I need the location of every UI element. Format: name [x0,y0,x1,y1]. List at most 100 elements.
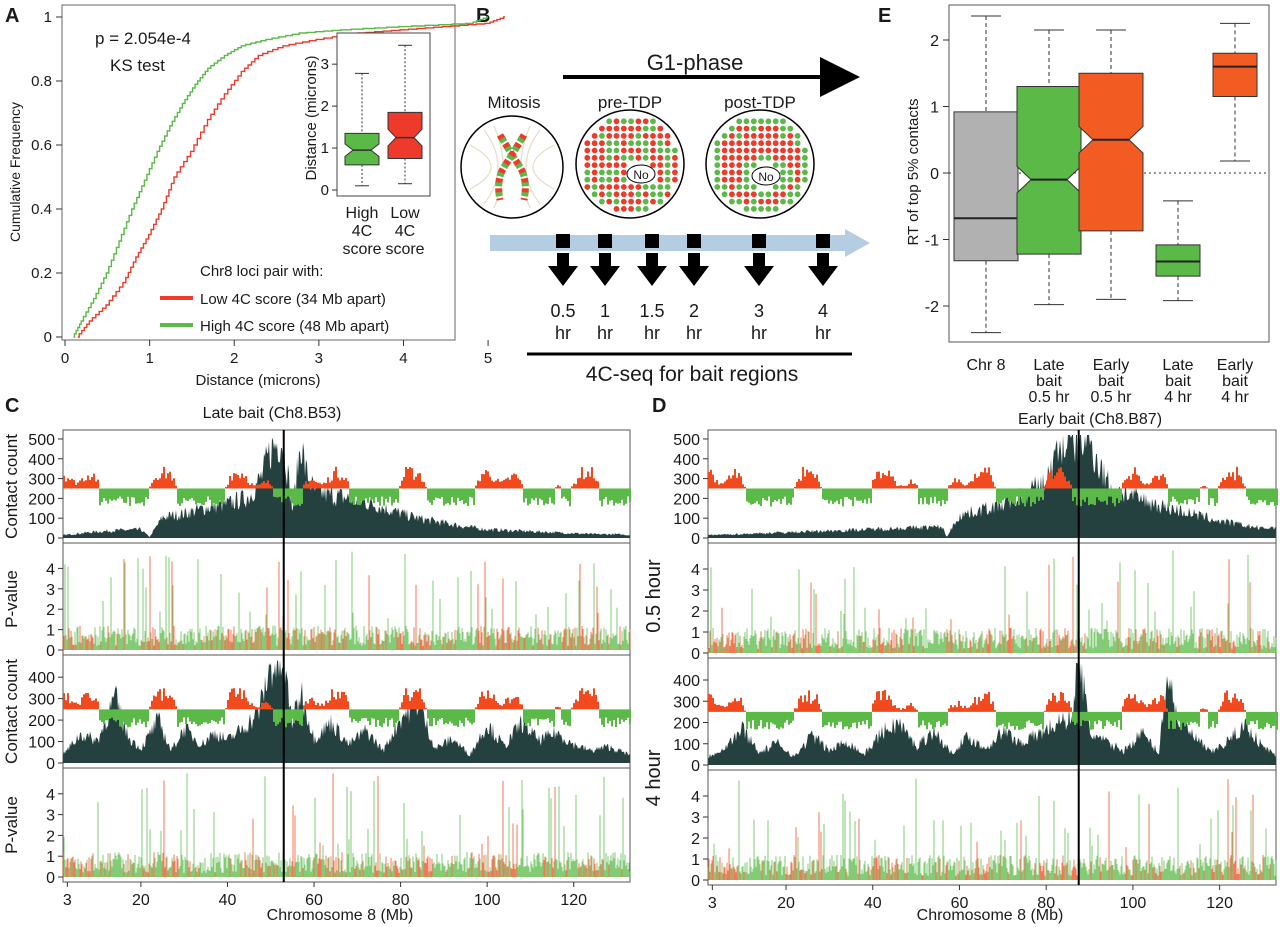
rt-late-bar [876,471,878,489]
rt-late-bar [948,708,950,712]
chromatin-dot [780,118,786,125]
rt-late-bar [479,481,481,489]
rt-late-bar [992,481,994,489]
rt-late-bar [1046,480,1048,489]
rt-late-bar [800,480,802,489]
panel-a-legend-title: Chr8 loci pair with: [200,263,323,280]
chromatin-dot [787,176,794,183]
chromatin-dot [620,118,627,125]
rt-early-bar [1174,711,1176,729]
rt-late-bar [247,701,249,710]
rt-early-bar [1022,488,1024,504]
rt-early-bar [391,488,393,506]
rt-early-bar [121,709,123,728]
chromatin-dot [650,191,656,198]
rt-late-bar [169,695,171,710]
rt-late-bar [595,694,597,710]
mitosis-label: Mitosis [488,93,541,112]
rt-early-bar [285,709,287,728]
rt-early-bar [756,711,758,730]
rt-late-bar [587,471,589,489]
rt-early-bar [944,711,946,724]
rt-late-bar [886,699,888,712]
rt-early-bar [351,488,353,501]
rt-late-bar [167,473,169,489]
rt-early-bar [1092,488,1094,505]
rt-late-bar [157,480,159,489]
rt-late-bar [483,696,485,710]
rt-late-bar [1200,709,1202,712]
rt-early-bar [223,488,225,501]
rt-early-bar [1272,711,1274,727]
rt-late-bar [585,691,587,710]
timepoint-value: 1 [600,301,610,321]
rt-early-bar [1118,711,1120,721]
rt-early-bar [299,488,301,506]
chromatin-dot [620,198,627,205]
rt-early-bar [1030,488,1032,507]
rt-late-bar [1122,482,1124,489]
chromatin-dot [599,162,605,169]
rt-late-bar [878,691,880,712]
chromatin-dot [772,140,779,147]
rt-early-bar [790,488,792,505]
rt-early-bar [940,711,942,728]
rt-early-bar [864,488,866,500]
rt-late-bar [413,479,415,489]
rt-late-bar [323,482,325,489]
rt-early-bar [189,488,191,500]
panel-a-xlabel: Distance (microns) [195,372,320,389]
rt-early-bar [1254,711,1256,725]
rt-early-bar [1258,488,1260,501]
chromatin-dot [772,191,779,198]
rt-late-bar [591,696,593,710]
rt-early-bar [359,488,361,506]
chromatin-dot [613,198,620,205]
rt-early-bar [1168,711,1170,729]
panel-letter-d: D [652,395,666,417]
rt-late-bar [327,702,329,710]
chromatin-dot [787,140,794,147]
rt-early-bar [549,709,551,723]
timepoint-unit: hr [686,323,702,343]
rt-late-bar [966,484,968,489]
rt-late-bar [509,703,511,710]
rt-early-bar [934,711,936,728]
chromatin-dot [758,191,764,198]
rt-early-bar [842,711,844,730]
rt-early-bar [209,709,211,724]
rt-early-bar [1000,711,1002,726]
y-tick-label: 100 [28,511,55,528]
x-tick-label: 60 [951,895,969,912]
rt-early-bar [437,709,439,721]
rt-late-bar [271,486,273,489]
chromatin-dot [714,169,721,176]
rt-early-bar [441,488,443,497]
rt-early-bar [459,488,461,501]
rt-late-bar [1048,472,1050,489]
rt-late-bar [738,473,740,489]
timepoint-square [645,234,659,248]
rt-late-bar [249,485,251,489]
chromatin-dot [606,184,613,190]
rt-early-bar [355,709,357,721]
chromatin-dot [650,198,656,205]
chromatin-dot [591,191,598,198]
rt-early-bar [792,711,794,721]
rt-early-bar [289,709,291,723]
x-tick-label: 2 [230,350,238,367]
rt-early-bar [605,488,607,497]
rt-late-bar [810,471,812,489]
chromatin-dot [613,140,620,147]
rt-early-bar [529,488,531,504]
timepoint-arrow-head [637,266,667,286]
rt-late-bar [321,484,323,489]
rt-early-bar [1182,488,1184,504]
rt-early-bar [774,711,776,725]
rt-early-bar [221,709,223,718]
rt-early-bar [854,711,856,723]
rt-late-bar [736,701,738,712]
chromatin-dot [613,191,620,198]
rt-late-bar [898,707,900,712]
chromatin-dot [628,125,634,132]
